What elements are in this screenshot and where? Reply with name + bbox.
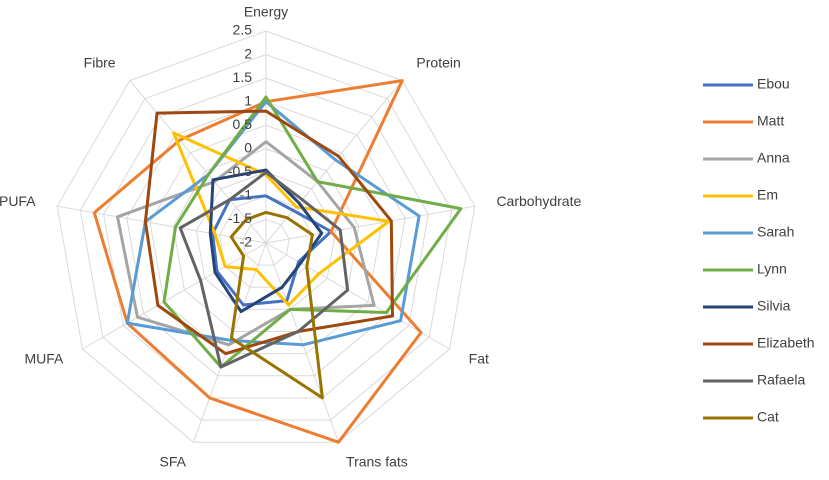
series-line (143, 109, 394, 356)
legend-label: Ebou (757, 76, 790, 92)
tick-label: 0 (244, 139, 252, 155)
axis-label: Carbohydrate (496, 193, 581, 209)
legend-label: Matt (757, 113, 784, 129)
tick-label: -0.5 (228, 163, 252, 179)
spoke (265, 80, 403, 244)
series-line (116, 140, 376, 347)
grid-ring (79, 54, 453, 421)
spoke (265, 205, 475, 244)
grid-ring (103, 77, 429, 399)
axis-label: MUFA (24, 351, 64, 367)
axis-label: PUFA (0, 193, 36, 209)
spoke (129, 80, 267, 244)
series-line (208, 168, 324, 314)
legend-label: Silvia (757, 298, 791, 314)
tick-label: -2 (240, 234, 253, 250)
tick-label: 2.5 (233, 22, 253, 38)
grid-ring (172, 148, 360, 333)
tick-label: 2 (244, 45, 252, 61)
tick-label: 1.5 (233, 69, 253, 85)
series-line (178, 170, 350, 369)
legend-label: Em (757, 187, 778, 203)
tick-label: 1 (244, 92, 252, 108)
tick-label: 0.5 (233, 116, 253, 132)
legend-label: Sarah (757, 224, 794, 240)
axis-label: Energy (244, 4, 288, 20)
axis-label: Fibre (84, 54, 116, 70)
spoke (265, 242, 339, 443)
series-line (162, 95, 463, 369)
axis-label: Fat (469, 351, 489, 367)
series-line (92, 79, 423, 444)
legend-label: Rafaela (757, 372, 805, 388)
axis-label: Trans fats (346, 454, 408, 470)
grid-ring (242, 218, 290, 266)
tick-label: -1 (240, 187, 253, 203)
series-line (229, 210, 324, 400)
tick-label: -1.5 (228, 210, 252, 226)
axis-label: SFA (159, 454, 186, 470)
legend-label: Elizabeth (757, 335, 815, 351)
legend-label: Lynn (757, 261, 787, 277)
axis-label: Protein (416, 54, 460, 70)
legend-label: Anna (757, 150, 790, 166)
grid-ring (149, 124, 383, 355)
legend-label: Cat (757, 409, 779, 425)
grid-ring (219, 195, 313, 288)
grid-ring (56, 30, 476, 443)
spoke (82, 242, 267, 350)
